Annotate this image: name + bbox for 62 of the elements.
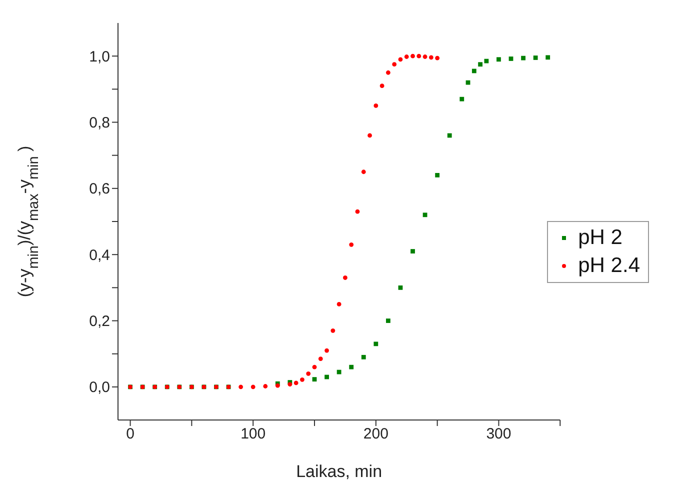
point: [435, 56, 440, 60]
point: [472, 68, 476, 74]
legend-label: pH 2: [578, 224, 622, 250]
point: [496, 57, 501, 62]
point: [466, 80, 470, 85]
point: [435, 172, 440, 178]
point: [312, 377, 317, 382]
point: [300, 377, 304, 382]
point: [330, 328, 336, 333]
point: [312, 364, 317, 370]
point: [428, 55, 434, 60]
point: [533, 56, 538, 60]
x-tick-label: 200: [363, 426, 388, 443]
point: [238, 384, 244, 390]
point: [422, 212, 428, 218]
point: [361, 354, 366, 360]
point: [343, 276, 348, 280]
point: [250, 384, 256, 390]
y-tick-label: 0,6: [89, 180, 110, 198]
point: [368, 133, 372, 138]
point: [374, 342, 378, 346]
point: [324, 348, 329, 353]
x-axis-title: Laikas, min: [296, 462, 382, 482]
point: [336, 302, 342, 306]
point: [336, 370, 342, 374]
point: [361, 170, 366, 174]
point: [398, 57, 403, 62]
y-tick-label: 0,2: [89, 313, 110, 330]
point: [306, 371, 311, 376]
x-tick-label: 100: [240, 426, 266, 443]
point: [263, 384, 268, 388]
point: [355, 209, 360, 214]
point: [294, 380, 298, 386]
y-tick-label: 1,0: [89, 48, 110, 66]
point: [521, 56, 526, 60]
point: [349, 364, 354, 370]
point: [447, 133, 452, 138]
point: [508, 56, 514, 61]
y-tick-label: 0,8: [89, 114, 110, 132]
point: [460, 96, 464, 102]
y-tick-label: 0,4: [89, 246, 110, 264]
y-tick-label: 0,0: [89, 379, 110, 396]
point: [374, 104, 378, 108]
x-tick-label: 0: [126, 426, 134, 443]
point: [546, 55, 550, 60]
point: [318, 356, 323, 361]
point: [324, 374, 329, 380]
point: [422, 54, 428, 59]
point: [478, 62, 482, 67]
point: [410, 249, 415, 254]
point: [416, 54, 422, 58]
point: [404, 54, 409, 59]
x-tick-label: 300: [486, 426, 512, 443]
point: [349, 242, 354, 247]
point: [386, 70, 390, 75]
point: [398, 285, 403, 290]
point: [380, 84, 384, 88]
point: [392, 62, 397, 67]
legend-label: pH 2.4: [578, 252, 640, 278]
point: [484, 58, 489, 64]
point: [386, 318, 390, 323]
point: [410, 54, 415, 58]
